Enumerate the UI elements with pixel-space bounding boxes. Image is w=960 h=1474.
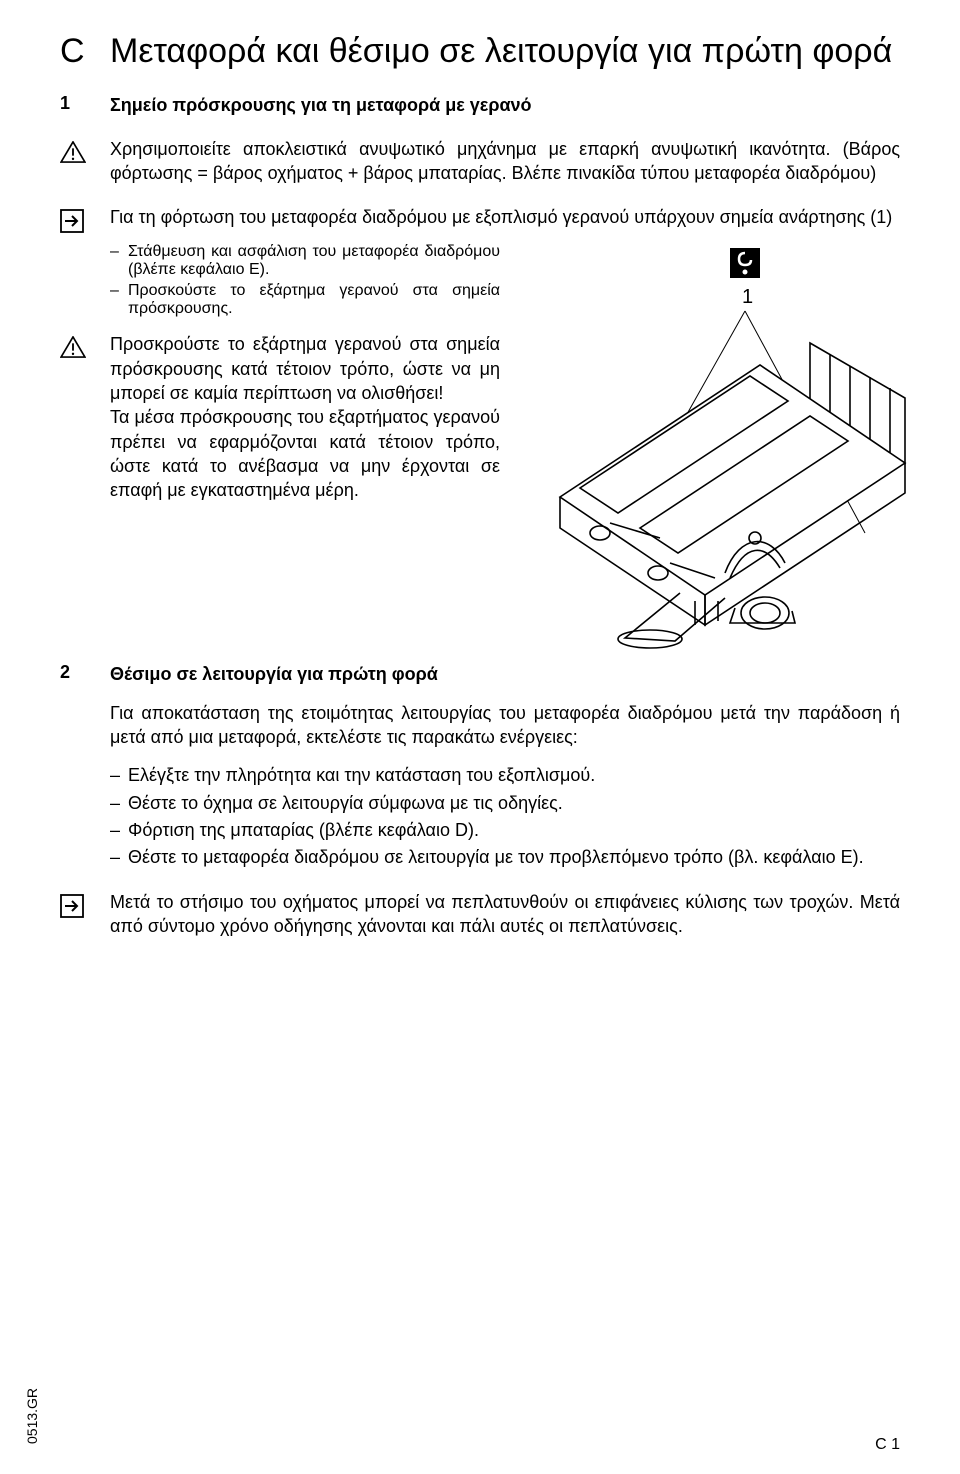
section-1-heading-row: 1 Σημείο πρόσκρουσης για τη μεταφορά με … bbox=[60, 93, 900, 117]
warning-row-1: Χρησιμοποιείτε αποκλειστικά ανυψωτικό μη… bbox=[60, 137, 900, 186]
arrow-box-icon bbox=[60, 209, 84, 233]
left-text-column: Στάθμευση και ασφάλιση του μεταφορέα δια… bbox=[110, 243, 500, 502]
section-2-heading: Θέσιμο σε λειτουργία για πρώτη φορά bbox=[110, 662, 900, 686]
footer-right: C 1 bbox=[875, 1436, 900, 1454]
footer-left: 0513.GR bbox=[24, 1388, 40, 1444]
warning-icon-col-2 bbox=[60, 332, 110, 502]
note-icon-col-2 bbox=[60, 890, 110, 918]
diagram-callout: 1 bbox=[742, 286, 753, 308]
section-2-bullets: Ελέγξτε την πληρότητα και την κατάσταση … bbox=[110, 763, 900, 869]
page-header: C Μεταφορά και θέσιμο σε λειτουργία για … bbox=[60, 30, 900, 73]
warning-1-text: Χρησιμοποιείτε αποκλειστικά ανυψωτικό μη… bbox=[110, 137, 900, 186]
section-1-heading: Σημείο πρόσκρουσης για τη μεταφορά με γε… bbox=[110, 93, 900, 117]
section-2-intro: Για αποκατάσταση της ετοιμότητας λειτουρ… bbox=[110, 701, 900, 750]
note-row-2: Μετά το στήσιμο του οχήματος μπορεί να π… bbox=[60, 890, 900, 939]
bullet-b: Προσκούστε το εξάρτημα γερανού στα σημεί… bbox=[128, 282, 500, 318]
two-column-layout: Στάθμευση και ασφάλιση του μεταφορέα δια… bbox=[110, 243, 900, 502]
note-2-text: Μετά το στήσιμο του οχήματος μπορεί να π… bbox=[110, 890, 900, 939]
diagram-area: 1 bbox=[530, 243, 900, 502]
note-row-1: Για τη φόρτωση του μεταφορέα διαδρόμου μ… bbox=[60, 205, 900, 233]
section-2-heading-row: 2 Θέσιμο σε λειτουργία για πρώτη φορά bbox=[60, 662, 900, 686]
s2-bullet-1: Ελέγξτε την πληρότητα και την κατάσταση … bbox=[128, 763, 900, 787]
warning-triangle-icon bbox=[60, 141, 86, 163]
s2-bullet-3: Φόρτιση της μπαταρίας (βλέπε κεφάλαιο D)… bbox=[128, 818, 900, 842]
arrow-box-icon bbox=[60, 894, 84, 918]
warning-row-2: Προσκρούστε το εξάρτημα γερανού στα σημε… bbox=[60, 332, 500, 502]
warning-2-text: Προσκρούστε το εξάρτημα γερανού στα σημε… bbox=[110, 332, 500, 502]
section-letter: C bbox=[60, 32, 90, 71]
note-1-text: Για τη φόρτωση του μεταφορέα διαδρόμου μ… bbox=[110, 205, 900, 229]
bullet-list-1: Στάθμευση και ασφάλιση του μεταφορέα δια… bbox=[110, 243, 500, 318]
warning-triangle-icon bbox=[60, 336, 86, 358]
section-title: Μεταφορά και θέσιμο σε λειτουργία για πρ… bbox=[110, 30, 892, 73]
section-1-number: 1 bbox=[60, 93, 110, 114]
s2-bullet-2: Θέστε το όχημα σε λειτουργία σύμφωνα με … bbox=[128, 791, 900, 815]
page-footer: 0513.GR C 1 bbox=[60, 1436, 900, 1454]
note-icon-col bbox=[60, 205, 110, 233]
bullet-a: Στάθμευση και ασφάλιση του μεταφορέα δια… bbox=[128, 243, 500, 279]
section-2-number: 2 bbox=[60, 662, 110, 683]
pallet-truck-diagram: 1 bbox=[530, 243, 910, 663]
s2-bullet-4: Θέστε το μεταφορέα διαδρόμου σε λειτουργ… bbox=[128, 845, 900, 869]
warning-icon-col bbox=[60, 137, 110, 163]
